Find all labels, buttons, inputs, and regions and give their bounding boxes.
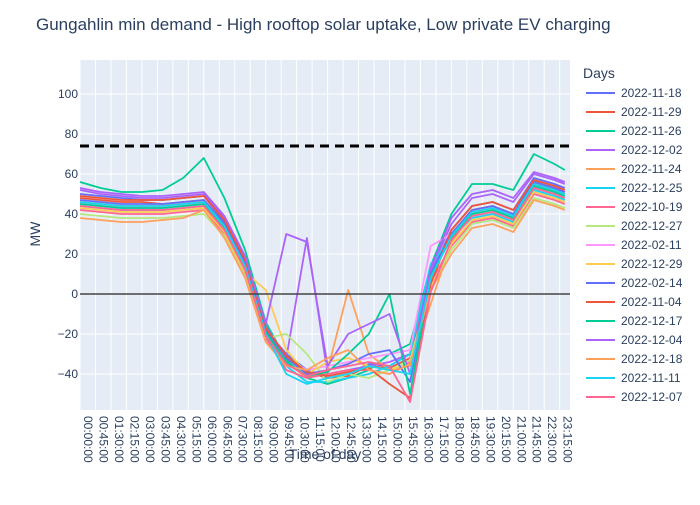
legend-entry: 2022-11-11: [621, 371, 681, 385]
x-tick-label: 09:00:00: [267, 416, 281, 463]
y-tick-label: −20: [58, 327, 79, 341]
legend-entry: 2022-12-29: [621, 257, 683, 271]
y-tick-label: 0: [71, 287, 78, 301]
x-tick-label: 12:00:00: [329, 416, 343, 463]
legend-entry: 2022-11-18: [621, 86, 682, 100]
x-tick-label: 03:45:00: [158, 416, 172, 463]
legend-entry: 2022-12-27: [621, 219, 683, 233]
series-line-2022-12-07: [79, 187, 566, 403]
x-tick-label: 07:30:00: [236, 416, 250, 463]
x-tick-label: 13:30:00: [360, 416, 374, 463]
legend-entry: 2022-12-18: [621, 352, 683, 366]
x-tick-label: 10:30:00: [298, 416, 312, 463]
x-tick-label: 23:15:00: [561, 416, 575, 463]
x-tick-label: 17:15:00: [437, 416, 451, 463]
legend-entry: 2022-11-26: [621, 124, 682, 138]
legend-title: Days: [583, 65, 615, 81]
legend-entry: 2022-11-29: [621, 105, 682, 119]
legend-entry: 2022-12-07: [621, 390, 683, 404]
x-axis-label: Time of day: [289, 446, 362, 462]
x-tick-label: 19:30:00: [483, 416, 497, 463]
x-tick-label: 18:45:00: [468, 416, 482, 463]
x-tick-label: 12:45:00: [344, 416, 358, 463]
chart-title: Gungahlin min demand - High rooftop sola…: [36, 15, 611, 34]
y-tick-label: −40: [58, 367, 79, 381]
x-tick-label: 09:45:00: [282, 416, 296, 463]
legend-entry: 2022-12-25: [621, 181, 683, 195]
x-tick-label: 02:15:00: [127, 416, 141, 463]
legend-entry: 2022-12-04: [621, 333, 683, 347]
legend-entry: 2022-02-14: [621, 276, 683, 290]
x-tick-label: 15:45:00: [406, 416, 420, 463]
x-tick-label: 00:00:00: [81, 416, 95, 463]
y-tick-label: 40: [65, 207, 79, 221]
series-line-2022-12-17: [79, 185, 566, 395]
x-tick-label: 00:45:00: [96, 416, 110, 463]
x-tick-label: 15:00:00: [390, 416, 404, 463]
x-tick-label: 18:00:00: [452, 416, 466, 463]
y-tick-label: 80: [65, 127, 79, 141]
legend-entry: 2022-10-19: [621, 200, 683, 214]
series-line-2022-11-26: [79, 153, 566, 385]
legend-entry: 2022-11-24: [621, 162, 682, 176]
legend-entry: 2022-12-17: [621, 314, 683, 328]
series-line-2022-10-19: [79, 193, 566, 379]
legend-entry: 2022-12-02: [621, 143, 683, 157]
x-tick-label: 11:15:00: [313, 416, 327, 462]
x-tick-label: 06:00:00: [205, 416, 219, 463]
x-tick-label: 21:00:00: [514, 416, 528, 463]
y-axis-label: MW: [27, 221, 43, 247]
legend-entry: 2022-11-04: [621, 295, 682, 309]
y-tick-label: 60: [65, 167, 79, 181]
series-line-2022-12-04: [79, 171, 566, 375]
x-tick-label: 16:30:00: [421, 416, 435, 463]
x-tick-label: 20:15:00: [499, 416, 513, 463]
x-tick-label: 05:15:00: [189, 416, 203, 463]
x-tick-label: 08:15:00: [251, 416, 265, 463]
y-tick-label: 20: [65, 247, 79, 261]
legend-entry: 2022-02-11: [621, 238, 682, 252]
series-line-2022-11-04: [79, 179, 566, 399]
x-tick-label: 03:00:00: [143, 416, 157, 463]
x-tick-label: 22:30:00: [545, 416, 559, 463]
series-line-2022-11-11: [79, 183, 566, 385]
y-tick-label: 100: [58, 87, 78, 101]
series-line-2022-12-18: [79, 199, 566, 375]
x-tick-label: 01:30:00: [112, 416, 126, 463]
x-tick-label: 14:15:00: [375, 416, 389, 463]
x-tick-label: 04:30:00: [174, 416, 188, 463]
x-tick-label: 21:45:00: [530, 416, 544, 463]
x-tick-label: 06:45:00: [220, 416, 234, 463]
series-line-2022-12-27: [79, 197, 566, 383]
